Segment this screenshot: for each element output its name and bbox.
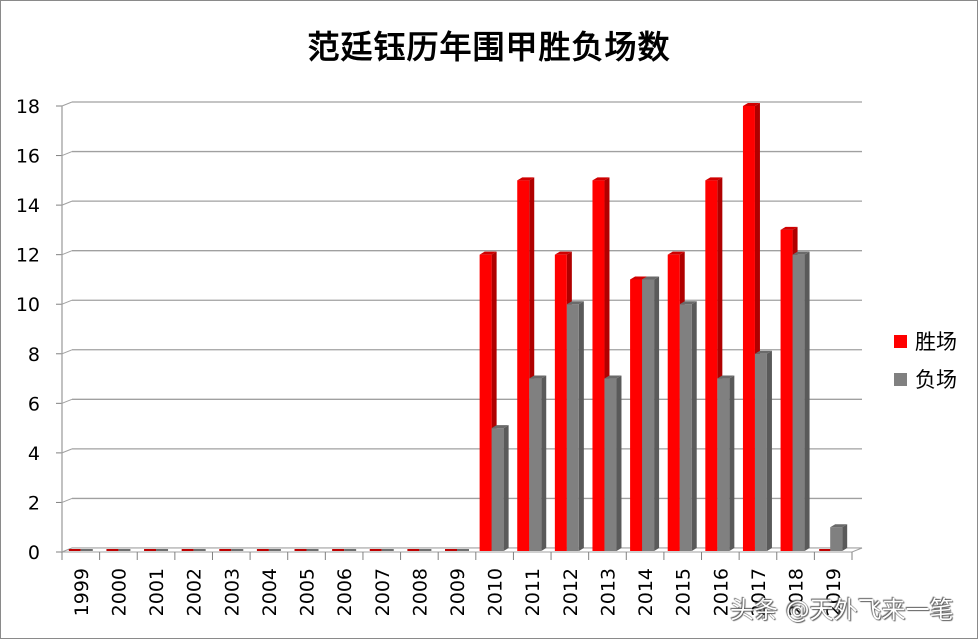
- svg-text:2012: 2012: [560, 568, 582, 616]
- svg-text:2013: 2013: [597, 568, 619, 616]
- svg-text:2007: 2007: [372, 568, 394, 616]
- svg-text:2014: 2014: [635, 568, 657, 616]
- svg-text:18: 18: [16, 96, 40, 118]
- axes: [56, 105, 863, 560]
- wins-swatch-icon: [894, 334, 907, 348]
- svg-text:2017: 2017: [748, 568, 770, 616]
- svg-text:2006: 2006: [334, 568, 356, 616]
- svg-text:2010: 2010: [485, 568, 507, 616]
- svg-text:2018: 2018: [786, 568, 808, 616]
- svg-text:2000: 2000: [108, 568, 130, 616]
- svg-text:2019: 2019: [823, 568, 845, 616]
- svg-text:2001: 2001: [146, 568, 168, 616]
- legend-item-wins: 胜场: [894, 322, 957, 360]
- watermark: 头条 @天外飞来一笔: [730, 596, 954, 624]
- svg-text:2005: 2005: [297, 568, 319, 616]
- svg-text:6: 6: [28, 393, 40, 415]
- gridlines: [61, 101, 862, 553]
- svg-text:10: 10: [16, 294, 40, 316]
- svg-text:2002: 2002: [184, 568, 206, 616]
- svg-text:2016: 2016: [710, 568, 732, 616]
- legend-label-wins: 胜场: [915, 330, 957, 354]
- svg-text:2004: 2004: [259, 568, 281, 616]
- svg-text:2015: 2015: [673, 568, 695, 616]
- svg-text:2011: 2011: [522, 568, 544, 616]
- svg-text:8: 8: [28, 344, 40, 366]
- svg-text:0: 0: [28, 542, 40, 564]
- legend-item-losses: 负场: [894, 360, 957, 398]
- bars: [68, 103, 848, 552]
- svg-text:4: 4: [28, 443, 40, 465]
- legend-label-losses: 负场: [915, 368, 957, 392]
- svg-text:1999: 1999: [71, 568, 93, 616]
- svg-text:2: 2: [28, 492, 40, 514]
- y-axis-labels: 0 2 4 6 8 10 12 14 16 18: [16, 96, 40, 564]
- x-axis-labels: 1999 2000 2001 2002 2003 2004 2005 2006 2007 2008…: [71, 568, 845, 616]
- svg-text:2009: 2009: [447, 568, 469, 616]
- svg-text:2003: 2003: [221, 568, 243, 616]
- svg-text:16: 16: [16, 146, 40, 168]
- losses-swatch-icon: [894, 372, 907, 386]
- chart-title: 范廷钰历年围甲胜负场数: [307, 28, 671, 66]
- legend: 胜场 负场: [894, 322, 957, 398]
- svg-text:12: 12: [16, 245, 40, 267]
- svg-text:2008: 2008: [409, 568, 431, 616]
- svg-text:14: 14: [16, 195, 40, 217]
